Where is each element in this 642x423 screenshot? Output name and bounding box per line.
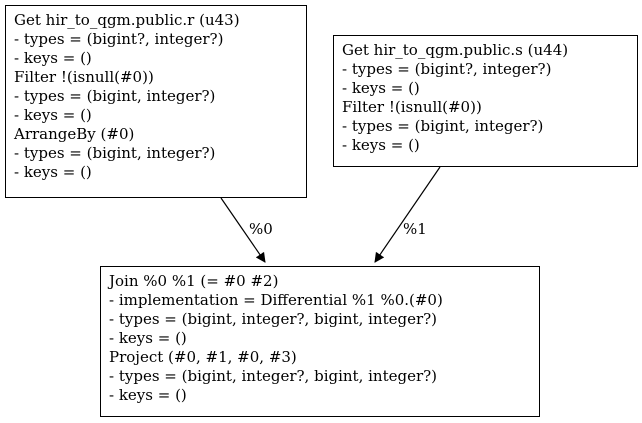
edge-label-right: %1 xyxy=(403,220,427,238)
node-line: - types = (bigint, integer?, bigint, int… xyxy=(109,310,438,328)
node-line: ArrangeBy (#0) xyxy=(14,125,135,143)
edge-u44-to-join xyxy=(374,166,441,263)
node-join: Join %0 %1 (= #0 #2) - implementation = … xyxy=(100,266,540,417)
node-line: - keys = () xyxy=(342,79,420,97)
node-line: - types = (bigint?, integer?) xyxy=(14,30,224,48)
node-line: - implementation = Differential %1 %0.(#… xyxy=(109,291,443,309)
node-line: - types = (bigint?, integer?) xyxy=(342,60,552,78)
node-line: - types = (bigint, integer?) xyxy=(342,117,544,135)
node-get-s-u44: Get hir_to_qgm.public.s (u44) - types = … xyxy=(333,35,638,167)
node-line: - keys = () xyxy=(14,49,92,67)
node-line: - keys = () xyxy=(342,136,420,154)
node-get-r-u43: Get hir_to_qgm.public.r (u43) - types = … xyxy=(5,5,307,198)
node-line: - types = (bigint, integer?) xyxy=(14,87,216,105)
node-line: - types = (bigint, integer?) xyxy=(14,144,216,162)
node-line: Filter !(isnull(#0)) xyxy=(342,98,482,116)
node-line: - types = (bigint, integer?, bigint, int… xyxy=(109,367,438,385)
node-line: - keys = () xyxy=(14,106,92,124)
node-line: Join %0 %1 (= #0 #2) xyxy=(109,272,279,290)
node-line: Project (#0, #1, #0, #3) xyxy=(109,348,297,366)
node-line: Get hir_to_qgm.public.s (u44) xyxy=(342,41,569,59)
edge-u43-to-join xyxy=(220,197,266,263)
node-line: - keys = () xyxy=(109,386,187,404)
node-line: Get hir_to_qgm.public.r (u43) xyxy=(14,11,240,29)
node-line: - keys = () xyxy=(14,163,92,181)
node-line: - keys = () xyxy=(109,329,187,347)
node-line: Filter !(isnull(#0)) xyxy=(14,68,154,86)
edge-label-left: %0 xyxy=(249,220,273,238)
